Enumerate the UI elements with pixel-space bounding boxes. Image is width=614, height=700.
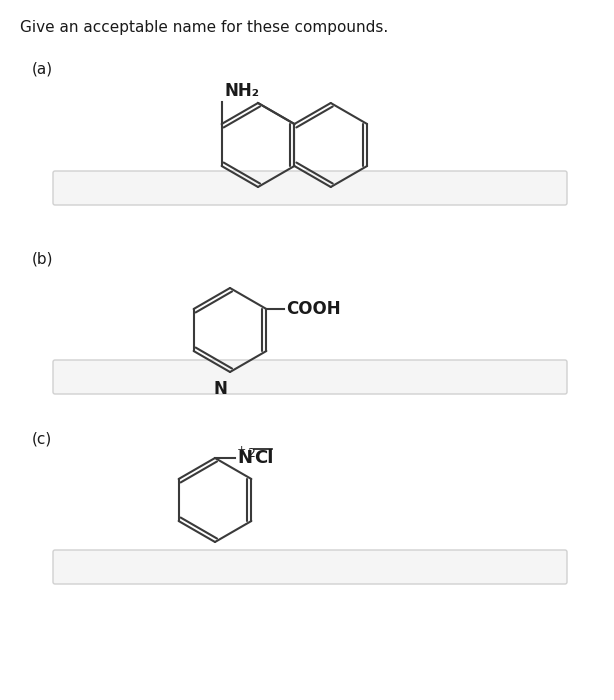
Text: COOH: COOH xyxy=(286,300,341,318)
Text: NH₂: NH₂ xyxy=(225,82,260,100)
FancyBboxPatch shape xyxy=(53,171,567,205)
FancyBboxPatch shape xyxy=(53,550,567,584)
Text: (a): (a) xyxy=(32,62,53,77)
FancyBboxPatch shape xyxy=(53,360,567,394)
Text: Give an acceptable name for these compounds.: Give an acceptable name for these compou… xyxy=(20,20,388,35)
Text: (c): (c) xyxy=(32,432,52,447)
Text: +: + xyxy=(237,445,246,455)
Text: Cl: Cl xyxy=(254,449,273,467)
Text: N: N xyxy=(237,449,252,467)
Text: N: N xyxy=(213,380,227,398)
Text: (b): (b) xyxy=(32,252,53,267)
Text: 2: 2 xyxy=(247,447,255,460)
